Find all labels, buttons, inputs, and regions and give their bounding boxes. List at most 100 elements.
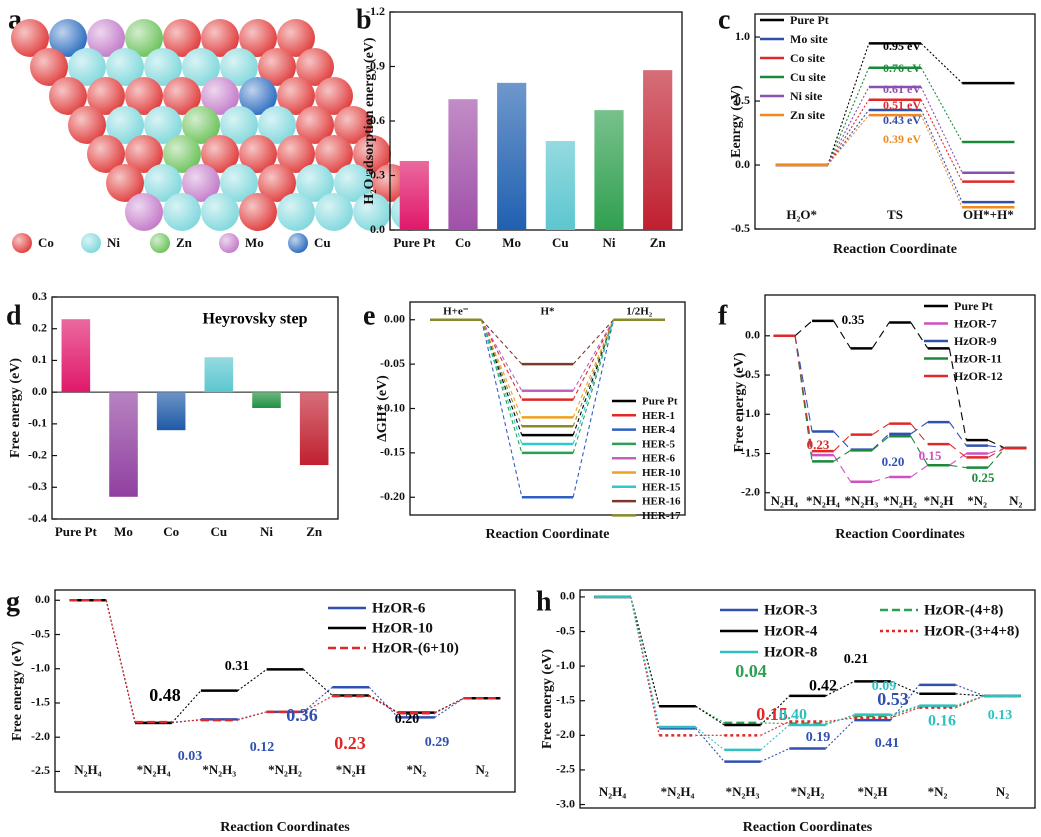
annotation: 0.20 [395,712,420,727]
y-axis-label: H₂O adsorption energy (eV) [362,37,377,204]
legend-label: Mo [245,235,264,250]
atom [87,77,125,115]
legend-label: Pure Pt [642,396,678,408]
legend-label: Cu site [790,70,826,84]
y-tick-label: 0.0 [370,222,385,236]
connector [481,319,523,400]
x-axis-label: Reaction Coordinates [835,527,965,542]
y-tick-label: -0.20 [380,489,405,503]
y-tick-label: -0.5 [731,221,750,235]
y-tick-label: -1.0 [741,406,760,420]
legend-atom [219,233,239,253]
atom [182,106,220,144]
annotation: 0.23 [334,733,366,753]
x-tick-label: Cu [211,524,228,539]
x-tick-label: *N₂H₄ [661,784,695,799]
atom [49,19,87,57]
atom [201,193,239,231]
y-tick-label: -0.2 [28,447,47,461]
annotation: 0.95 eV [883,39,921,53]
connector [890,705,920,717]
y-axis-label: Free energy (eV) [10,641,25,741]
x-tick-label: *N₂H₃ [726,784,760,799]
y-tick-label: 0.0 [35,592,50,606]
x-tick-label: Ni [603,235,616,250]
y-tick-label: -0.1 [28,416,47,430]
x-tick-label: N₂H₄ [74,762,101,777]
x-tick-label: *N₂H₂ [791,784,825,799]
annotation: 0.43 eV [883,113,921,127]
x-tick-label: *N₂H₂ [883,493,917,508]
atom [201,77,239,115]
atom [277,193,315,231]
annotation: 0.04 [735,661,767,681]
annotation: 0.61 eV [883,82,921,96]
connector [480,319,523,454]
y-tick-label: -1.5 [556,692,575,706]
connector [871,423,890,436]
connector [871,322,890,349]
connector [827,67,870,166]
connector [948,421,967,446]
y-tick-label: -0.5 [556,623,575,637]
x-tick-label: Mo [114,524,133,539]
connector [630,596,660,707]
connector [949,443,967,458]
connector [572,319,614,400]
atom [106,106,144,144]
x-tick-label: Zn [306,524,323,539]
atom [163,135,201,173]
x-tick-label: N₂ [996,784,1009,799]
legend-label: HER-15 [642,481,681,493]
connector [760,720,790,736]
legend-label: Zn [176,235,193,250]
connector [368,695,399,714]
atom [258,106,296,144]
annotation: 0.76 eV [883,61,921,75]
legend-label: HzOR-(3+4+8) [924,623,1019,639]
connector [171,719,201,723]
annotation: 0.31 [225,659,250,674]
connector [871,435,890,451]
atom [87,19,125,57]
connector [827,109,870,166]
annotation: 0.25 [972,470,995,485]
y-tick-label: -0.15 [380,445,405,459]
legend-label: HER-5 [642,438,676,450]
connector [572,319,615,427]
legend-label: HzOR-12 [954,369,1003,383]
panel-label: h [536,586,552,617]
x-tick-label: *N₂H₃ [202,762,236,777]
atom [125,135,163,173]
y-tick-label: -0.9 [366,58,385,72]
connector [480,319,523,445]
x-tick-label: N₂ [475,762,488,777]
atom [87,135,125,173]
x-axis-label: Reaction Coordinate [833,242,957,257]
connector [434,697,465,718]
connector [480,319,523,427]
atom [220,48,258,86]
x-tick-label: H+e⁻ [443,306,469,318]
x-tick-label: N₂ [1009,493,1022,508]
annotation: 0.21 [844,652,869,667]
atom [220,106,258,144]
connector [434,697,464,714]
y-tick-label: -0.5 [31,626,50,640]
atom [106,164,144,202]
connector [833,434,852,452]
atom [315,193,353,231]
panel-label: b [356,4,372,35]
connector [572,319,615,498]
atom [277,19,315,57]
atom [68,106,106,144]
atom [258,48,296,86]
connector [825,680,855,697]
legend-label: HzOR-9 [954,334,997,348]
connector [910,435,929,466]
connector [920,43,963,84]
legend-label: HER-17 [642,510,681,522]
annotation: 0.19 [806,730,831,745]
annotation: 0.09 [872,679,897,694]
